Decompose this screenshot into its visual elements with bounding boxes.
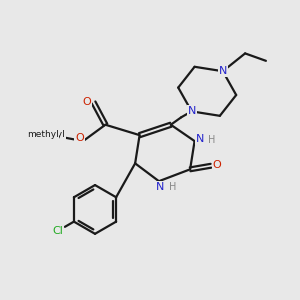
Text: H: H xyxy=(208,135,215,145)
Text: O: O xyxy=(82,97,91,107)
Text: methyl: methyl xyxy=(27,130,59,139)
Text: H: H xyxy=(169,182,177,192)
Text: N: N xyxy=(219,66,227,76)
Text: Cl: Cl xyxy=(52,226,63,236)
Text: O: O xyxy=(212,160,221,170)
Text: methyl: methyl xyxy=(33,130,65,139)
Text: N: N xyxy=(156,182,165,192)
Text: O: O xyxy=(75,133,84,143)
Text: N: N xyxy=(196,134,204,144)
Text: N: N xyxy=(188,106,196,116)
